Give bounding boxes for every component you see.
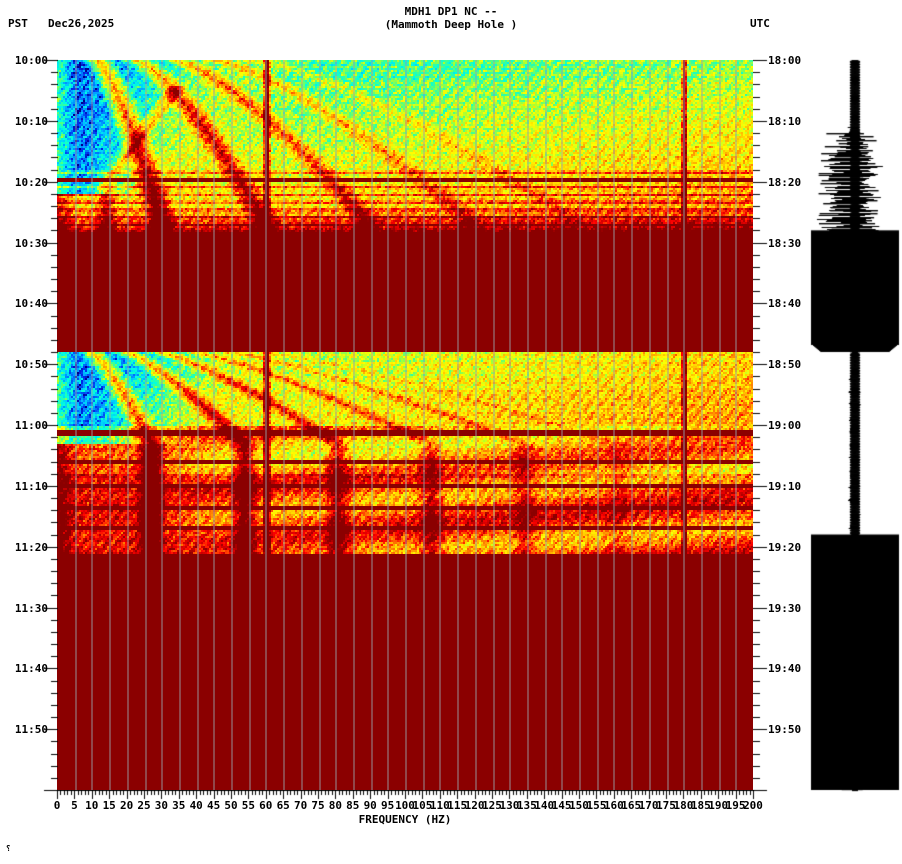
frequency-tick-label: 110 — [429, 799, 450, 812]
frequency-tick-label: 50 — [224, 799, 238, 812]
date-label: Dec26,2025 — [48, 17, 115, 30]
frequency-tick-label: 140 — [534, 799, 555, 812]
frequency-tick-label: 80 — [328, 799, 343, 812]
left-time-label: 10:50 — [14, 358, 48, 372]
left-time-label: 11:00 — [14, 419, 48, 432]
left-time-label: 10:20 — [14, 175, 48, 189]
corner-artifact: ⸮ — [6, 844, 11, 853]
right-time-label: 19:50 — [768, 723, 802, 737]
left-time-label: 11:30 — [14, 601, 48, 615]
frequency-tick-label: 0 — [53, 799, 61, 812]
timezone-right-label: UTC — [750, 17, 770, 30]
right-time-label: 18:40 — [768, 297, 802, 311]
right-time-label: 19:20 — [768, 540, 802, 554]
frequency-tick-label: 195 — [725, 799, 746, 812]
left-time-label: 11:50 — [14, 723, 48, 737]
frequency-tick-label: 30 — [154, 799, 169, 812]
right-time-label: 18:50 — [768, 358, 802, 372]
waveform-panel[interactable] — [805, 58, 900, 792]
right-time-label: 18:20 — [768, 175, 802, 189]
right-time-label: 18:00 — [768, 54, 802, 67]
frequency-tick-label: 15 — [102, 799, 116, 812]
frequency-tick-label: 10 — [85, 799, 99, 812]
spectrogram-image — [57, 60, 753, 790]
frequency-tick-label: 190 — [708, 799, 729, 812]
frequency-tick-label: 155 — [586, 799, 607, 812]
frequency-tick-label: 165 — [621, 799, 642, 812]
frequency-tick-label: 150 — [569, 799, 589, 812]
left-time-label: 10:40 — [14, 297, 48, 311]
right-time-label: 19:10 — [768, 479, 802, 493]
right-time-label: 19:00 — [768, 419, 802, 432]
waveform-trace — [805, 58, 900, 792]
right-time-label: 18:30 — [768, 236, 802, 250]
left-time-label: 11:10 — [14, 479, 48, 493]
frequency-axis — [45, 790, 765, 802]
frequency-tick-label: 20 — [119, 799, 134, 812]
frequency-tick-label: 175 — [656, 799, 676, 812]
frequency-tick-label: 170 — [638, 799, 659, 812]
frequency-tick-label: 60 — [259, 799, 273, 812]
left-time-label: 11:20 — [14, 540, 48, 554]
frequency-tick-label: 40 — [189, 799, 203, 812]
spectrogram-plot[interactable] — [57, 60, 753, 790]
right-time-axis — [753, 55, 771, 795]
frequency-tick-label: 115 — [447, 799, 468, 812]
frequency-tick-label: 75 — [311, 799, 325, 812]
right-time-label: 19:40 — [768, 662, 802, 676]
frequency-tick-label: 85 — [346, 799, 360, 812]
frequency-tick-label: 145 — [551, 799, 572, 812]
frequency-tick-label: 5 — [71, 799, 78, 812]
frequency-tick-label: 185 — [690, 799, 711, 812]
left-time-label: 11:40 — [14, 662, 48, 676]
frequency-tick-label: 95 — [380, 799, 395, 812]
station-subtitle: (Mammoth Deep Hole ) — [384, 18, 518, 31]
frequency-tick-label: 180 — [673, 799, 694, 812]
frequency-tick-label: 65 — [276, 799, 290, 812]
timezone-left-label: PST — [8, 17, 28, 30]
frequency-tick-label: 70 — [293, 799, 308, 812]
frequency-tick-label: 125 — [482, 799, 502, 812]
frequency-tick-label: 200 — [743, 799, 763, 812]
frequency-tick-label: 120 — [464, 799, 485, 812]
right-time-label: 19:30 — [768, 601, 802, 615]
left-time-label: 10:30 — [14, 236, 48, 250]
frequency-tick-label: 105 — [412, 799, 433, 812]
frequency-tick-label: 135 — [516, 799, 537, 812]
frequency-tick-label: 35 — [172, 799, 186, 812]
frequency-tick-label: 45 — [206, 799, 221, 812]
header: PST Dec26,2025 MDH1 DP1 NC -- (Mammoth D… — [0, 0, 902, 52]
left-time-label: 10:00 — [14, 54, 48, 67]
left-time-axis — [40, 55, 58, 795]
frequency-tick-label: 100 — [395, 799, 415, 812]
frequency-axis-title: FREQUENCY (HZ) — [358, 813, 452, 826]
station-title: MDH1 DP1 NC -- — [404, 5, 498, 18]
frequency-tick-label: 130 — [499, 799, 520, 812]
right-time-label: 18:10 — [768, 114, 802, 128]
frequency-tick-label: 55 — [241, 799, 256, 812]
frequency-tick-label: 90 — [363, 799, 377, 812]
left-time-label: 10:10 — [14, 114, 48, 128]
frequency-tick-label: 160 — [603, 799, 624, 812]
frequency-tick-label: 25 — [137, 799, 151, 812]
